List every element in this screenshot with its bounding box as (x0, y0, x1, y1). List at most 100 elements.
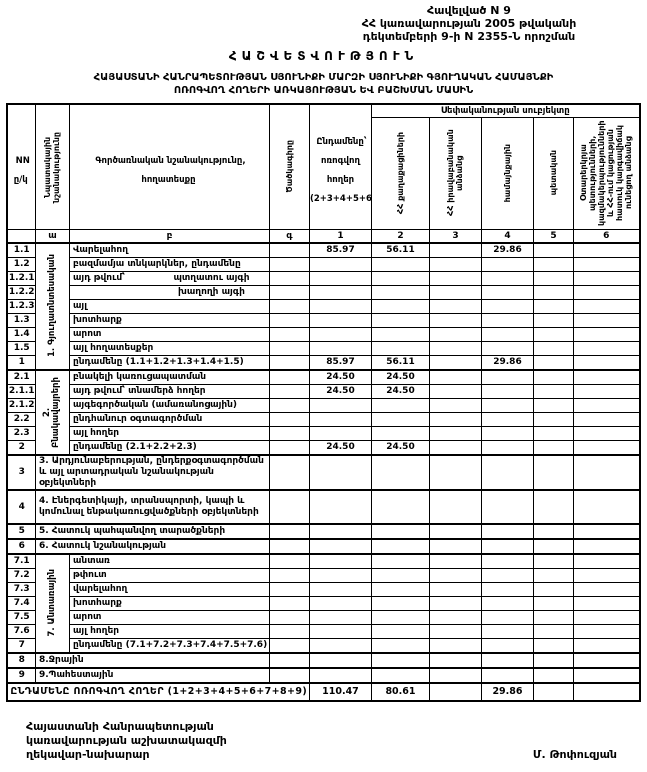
land-type-cell: այլ հողատեսքեր (68, 340, 270, 356)
col-index: բ (68, 228, 270, 244)
col-header-functional-label: Գործառնական նշանակությունը, հողատեսքը (95, 155, 246, 185)
value-cell (480, 522, 534, 539)
value-cell (370, 637, 430, 653)
purpose-group-cell: 1. Գյուղատնտեսական (34, 241, 70, 370)
value-cell (532, 637, 574, 653)
table-row: 2.3 այլ հողեր (6, 425, 641, 441)
value-cell (370, 411, 430, 427)
value-cell (480, 453, 534, 490)
row-number-cell: 7.1 (6, 552, 36, 569)
value-cell (480, 397, 534, 413)
value-cell (532, 354, 574, 370)
value-cell (532, 567, 574, 583)
value-cell (532, 383, 574, 399)
value-cell (308, 522, 372, 539)
value-cell (480, 552, 534, 569)
appendix-line: Հավելված N 9 (427, 4, 511, 17)
value-cell (532, 537, 574, 554)
value-cell (428, 397, 482, 413)
value-cell (308, 425, 372, 441)
value-cell: 29.86 (480, 241, 534, 258)
land-type-cell: այլ հողեր (68, 623, 270, 639)
value-cell (572, 340, 641, 356)
row-number-cell: 5 (6, 522, 36, 539)
col-index: 3 (428, 228, 482, 244)
value-cell (370, 453, 430, 490)
value-cell (308, 284, 372, 300)
code-cell (268, 552, 310, 569)
land-type-cell: ընդհանուր օգտագործման (68, 411, 270, 427)
value-cell (572, 241, 641, 258)
value-cell (370, 522, 430, 539)
value-cell (308, 666, 372, 683)
code-cell (268, 284, 310, 300)
value-cell (480, 411, 534, 427)
value-cell (572, 609, 641, 625)
value-cell: 24.50 (308, 383, 372, 399)
value-cell (532, 411, 574, 427)
land-type-cell: ընդամենը (1.1+1.2+1.3+1.4+1.5) (68, 354, 270, 370)
table-row: 3 3. Արդյունաբերության, ընդերքօգտագործման… (6, 453, 641, 490)
code-cell (268, 567, 310, 583)
value-cell (428, 537, 482, 554)
row-number-cell: 7.6 (6, 623, 36, 639)
table-row: 1.2.1 այդ թվում՝ պտղատու այգի (6, 270, 641, 286)
table-row: 1 ընդամենը (1.1+1.2+1.3+1.4+1.5) 85.97 56.1… (6, 354, 641, 370)
col-header-owner-community: համայնքային (480, 116, 534, 230)
land-type-cell: այլ հողեր (68, 425, 270, 441)
land-type-cell: այդ թվում՝ տնամերձ հողեր (68, 383, 270, 399)
value-cell (532, 298, 574, 314)
land-subtype-label: խաղողի այգի (178, 287, 245, 297)
value-cell (532, 340, 574, 356)
value-cell (370, 340, 430, 356)
value-cell (532, 270, 574, 286)
land-type-cell: այգեգործական (ամառանոցային) (68, 397, 270, 413)
value-cell (532, 326, 574, 342)
table-row: 7.2 թփուտ (6, 567, 641, 583)
value-cell (480, 537, 534, 554)
value-cell (532, 241, 574, 258)
value-cell (308, 537, 372, 554)
table-row: 7.5 արոտ (6, 609, 641, 625)
row-number-cell: 1.2.3 (6, 298, 36, 314)
document-subtitle: ՀԱՅԱՍՏԱՆԻ ՀԱՆՐԱՊԵՏՈՒԹՅԱՆ ՍՅՈՒՆԻՔԻ ՄԱՐԶԻ … (0, 71, 647, 97)
value-cell: 24.50 (370, 439, 430, 455)
value-cell (572, 383, 641, 399)
value-cell (308, 623, 372, 639)
value-cell (480, 609, 534, 625)
value-cell (370, 552, 430, 569)
value-cell (428, 488, 482, 524)
table-row: 2.1.2 այգեգործական (ամառանոցային) (6, 397, 641, 413)
col-header-nn: NN ը/կ (6, 103, 36, 230)
purpose-group-cell: 7. Անտառային (34, 552, 70, 653)
value-cell (572, 354, 641, 370)
value-cell (572, 567, 641, 583)
value-cell (370, 581, 430, 597)
row-number-cell: 1.2 (6, 256, 36, 272)
value-cell (370, 609, 430, 625)
code-cell (268, 298, 310, 314)
table-row: 7.4 խոտհարք (6, 595, 641, 611)
land-type-cell: 3. Արդյունաբերության, ընդերքօգտագործման … (34, 453, 270, 490)
land-type-cell: թփուտ (68, 567, 270, 583)
row-number-cell: 2 (6, 439, 36, 455)
value-cell (428, 368, 482, 385)
col-header-owner-foreign: Օտարերկրյա պետությունների, կազմակերպությ… (572, 116, 641, 230)
code-cell (268, 651, 310, 668)
value-cell (572, 439, 641, 455)
code-cell (268, 453, 310, 490)
value-cell (370, 425, 430, 441)
col-index: 4 (480, 228, 534, 244)
value-cell (532, 488, 574, 524)
value-cell (480, 488, 534, 524)
code-cell (268, 537, 310, 554)
value-cell (532, 439, 574, 455)
code-cell (268, 637, 310, 653)
value-cell (428, 270, 482, 286)
value-cell (572, 488, 641, 524)
value-cell (428, 284, 482, 300)
value-cell (572, 397, 641, 413)
value-cell (428, 595, 482, 611)
code-cell (268, 368, 310, 385)
value-cell (572, 637, 641, 653)
